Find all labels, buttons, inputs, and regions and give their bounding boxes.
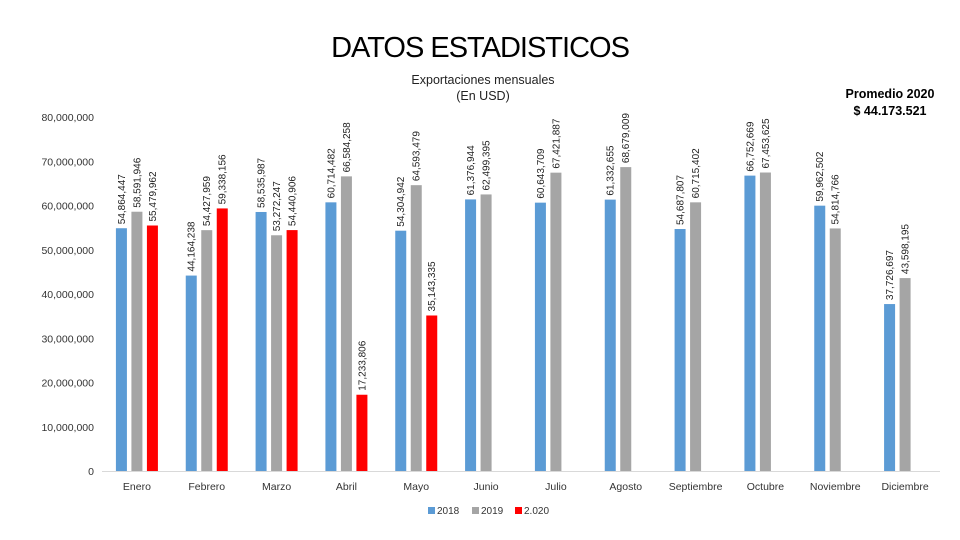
data-label: 58,591,946 (132, 157, 143, 207)
data-label: 53,272,247 (272, 181, 283, 231)
bar-2018-Julio (534, 202, 546, 471)
data-label: 44,164,238 (187, 221, 198, 271)
bar-2018-Junio (465, 199, 477, 471)
data-label: 54,440,906 (288, 176, 299, 226)
legend-swatch-2019 (472, 507, 479, 514)
data-labels: 54,864,447 58,591,946 55,479,962 44,164,238… (117, 113, 912, 391)
x-category-label: Enero (123, 481, 151, 493)
data-label: 67,421,887 (551, 118, 562, 168)
y-tick-label: 0 (88, 466, 94, 478)
bar-2018-Noviembre (814, 205, 826, 471)
bar-2018-Marzo (255, 211, 267, 471)
average-label: Promedio 2020 (845, 87, 935, 101)
data-label: 17,233,806 (357, 340, 368, 390)
bar-2019-Agosto (620, 167, 632, 471)
x-category-label: Abril (336, 481, 357, 493)
data-label: 43,598,195 (901, 224, 912, 274)
data-label: 68,679,009 (621, 113, 632, 163)
bar-2019-Octubre (759, 172, 771, 472)
bar-2019-Septiembre (690, 202, 702, 471)
x-category-label: Septiembre (669, 481, 723, 493)
bars (115, 167, 911, 472)
average-value: $ 44.173.521 (853, 104, 927, 118)
bar-2019-Mayo (410, 185, 422, 471)
data-label: 64,593,479 (412, 131, 423, 181)
data-label: 60,714,482 (326, 148, 337, 198)
y-tick-label: 30,000,000 (41, 333, 94, 345)
x-category-label: Octubre (747, 481, 785, 493)
y-tick-label: 20,000,000 (41, 378, 94, 390)
bar-2.020-Abril (356, 394, 368, 471)
bar-2019-Diciembre (899, 278, 911, 471)
y-tick-label: 80,000,000 (41, 112, 94, 124)
legend-swatch-2018 (428, 507, 435, 514)
data-label: 59,338,156 (218, 154, 229, 204)
data-label: 60,643,709 (536, 148, 547, 198)
data-label: 58,535,987 (257, 157, 268, 207)
data-label: 62,499,395 (482, 140, 493, 190)
average-annotation: Promedio 2020 $ 44.173.521 (830, 86, 950, 120)
data-label: 61,376,944 (466, 145, 477, 195)
bar-2019-Enero (131, 211, 143, 471)
x-category-label: Mayo (403, 481, 429, 493)
legend-label: 2019 (481, 506, 504, 517)
bar-2018-Octubre (744, 175, 756, 471)
x-category-label: Marzo (262, 481, 291, 493)
bar-2019-Julio (550, 172, 562, 472)
data-label: 61,332,655 (606, 145, 617, 195)
data-label: 54,864,447 (117, 174, 128, 224)
legend-label: 2018 (437, 506, 460, 517)
data-label: 66,752,669 (745, 121, 756, 171)
bar-2018-Agosto (604, 199, 616, 471)
legend: 2018 2019 2.020 (428, 506, 549, 517)
data-label: 54,304,942 (396, 176, 407, 226)
x-category-label: Diciembre (881, 481, 928, 493)
y-tick-label: 40,000,000 (41, 289, 94, 301)
x-category-label: Noviembre (810, 481, 861, 493)
legend-swatch-2.020 (515, 507, 522, 514)
chart-subtitle: Exportaciones mensuales (En USD) (368, 72, 598, 104)
bar-2019-Noviembre (829, 228, 841, 471)
x-category-label: Junio (474, 481, 499, 493)
y-tick-label: 70,000,000 (41, 156, 94, 168)
bar-2019-Junio (480, 194, 492, 471)
chart-title: DATOS ESTADISTICOS (331, 32, 630, 64)
x-category-label: Agosto (609, 481, 642, 493)
bar-2.020-Marzo (286, 230, 298, 471)
bar-2018-Abril (325, 202, 337, 471)
bar-2.020-Enero (146, 225, 158, 471)
bar-2.020-Febrero (216, 208, 228, 472)
data-label: 59,962,502 (815, 151, 826, 201)
bar-2019-Marzo (271, 235, 283, 471)
bar-2018-Septiembre (674, 229, 686, 471)
bar-2019-Febrero (201, 230, 213, 471)
axes: 0 10,000,000 20,000,000 30,000,000 40,000,00… (41, 112, 940, 493)
data-label: 66,584,258 (342, 122, 353, 172)
subtitle-line-2: (En USD) (456, 89, 510, 103)
x-category-label: Julio (545, 481, 567, 493)
bar-2019-Abril (340, 176, 352, 471)
data-label: 60,715,402 (691, 148, 702, 198)
y-tick-label: 50,000,000 (41, 245, 94, 257)
data-label: 54,687,807 (676, 175, 687, 225)
bar-2.020-Mayo (426, 315, 438, 471)
data-label: 67,453,625 (761, 118, 772, 168)
x-category-label: Febrero (188, 481, 225, 493)
bar-2018-Mayo (395, 230, 407, 471)
data-label: 37,726,697 (885, 250, 896, 300)
bar-2018-Diciembre (884, 304, 896, 471)
legend-label: 2.020 (524, 506, 549, 517)
data-label: 35,143,335 (427, 261, 438, 311)
bar-2018-Febrero (185, 275, 197, 471)
subtitle-line-1: Exportaciones mensuales (411, 73, 555, 87)
data-label: 54,814,766 (831, 174, 842, 224)
bar-2018-Enero (115, 228, 127, 471)
data-label: 54,427,959 (202, 176, 213, 226)
data-label: 55,479,962 (148, 171, 159, 221)
y-tick-label: 60,000,000 (41, 201, 94, 213)
y-tick-label: 10,000,000 (41, 422, 94, 434)
